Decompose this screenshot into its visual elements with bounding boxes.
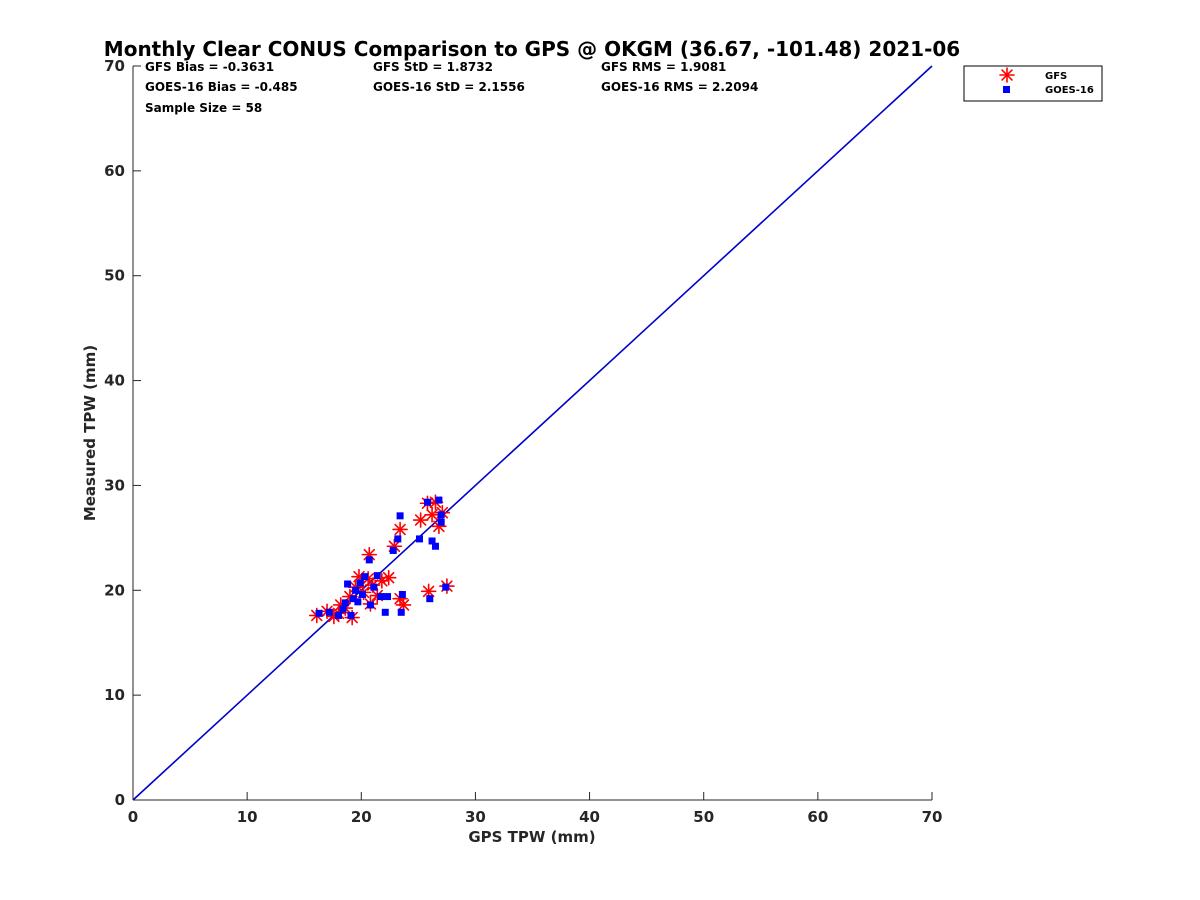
y-tick-label: 10 <box>104 686 125 704</box>
y-axis-label: Measured TPW (mm) <box>81 345 99 521</box>
stat-text: GFS RMS = 1.9081 <box>601 60 726 74</box>
goes16-point <box>365 556 373 564</box>
goes16-series <box>315 496 450 619</box>
gfs-point <box>380 569 397 586</box>
goes16-point <box>435 496 443 504</box>
x-tick-label: 70 <box>922 808 943 826</box>
goes16-point <box>358 590 366 598</box>
goes16-point <box>334 611 342 619</box>
goes16-point <box>437 518 445 526</box>
stat-text: GOES-16 RMS = 2.2094 <box>601 80 758 94</box>
stat-text: GFS Bias = -0.3631 <box>145 60 274 74</box>
goes16-point <box>361 573 369 581</box>
goes16-point <box>341 599 349 607</box>
stat-text: GOES-16 StD = 2.1556 <box>373 80 525 94</box>
goes16-point <box>389 546 397 554</box>
goes16-point <box>366 601 374 609</box>
gfs-point <box>412 512 429 528</box>
stat-text: GFS StD = 1.8732 <box>373 60 493 74</box>
goes16-point <box>397 608 405 616</box>
goes16-point <box>428 537 436 545</box>
goes16-point <box>384 593 392 601</box>
legend-gfs-asterisk <box>999 67 1015 83</box>
goes16-point <box>394 535 402 543</box>
goes16-point <box>347 611 355 619</box>
goes16-point <box>377 593 385 601</box>
goes16-point <box>356 579 364 587</box>
legend-goes16-marker <box>1003 86 1010 93</box>
goes16-point <box>325 608 333 616</box>
gfs-point <box>392 521 408 538</box>
y-tick-label: 50 <box>104 267 125 285</box>
stat-text: Sample Size = 58 <box>145 101 262 115</box>
goes16-point <box>315 609 323 617</box>
y-tick-label: 20 <box>104 581 125 599</box>
y-tick-label: 60 <box>104 162 125 180</box>
y-tick-label: 70 <box>104 57 125 75</box>
goes16-point <box>426 595 434 603</box>
goes16-point <box>431 542 439 550</box>
goes16-point <box>370 583 378 591</box>
x-tick-label: 50 <box>693 808 714 826</box>
goes16-point <box>354 598 362 606</box>
gfs-point <box>424 506 440 523</box>
x-tick-label: 60 <box>807 808 828 826</box>
reference-line-layer <box>132 65 933 801</box>
goes16-point <box>349 595 357 603</box>
x-tick-label: 40 <box>579 808 600 826</box>
axes: 0 10 20 30 40 50 60 70 0 10 20 30 40 50 60 70 <box>104 57 942 826</box>
goes16-point <box>415 535 423 543</box>
chart-title: Monthly Clear CONUS Comparison to GPS @ … <box>104 37 960 61</box>
x-tick-label: 20 <box>351 808 372 826</box>
stat-text: GOES-16 Bias = -0.485 <box>145 80 298 94</box>
legend: GFS GOES-16 <box>963 65 1103 102</box>
legend-gfs-label: GFS <box>1045 71 1067 82</box>
goes16-point <box>339 605 347 613</box>
y-tick-label: 0 <box>115 791 125 809</box>
y-tick-label: 30 <box>104 476 125 494</box>
statistics-box: GFS Bias = -0.3631 GFS StD = 1.8732 GFS RM… <box>145 60 758 115</box>
goes16-point <box>442 583 450 591</box>
legend-box <box>963 65 1103 102</box>
goes16-point <box>396 512 404 520</box>
goes16-point <box>344 580 352 588</box>
goes16-point <box>352 586 360 594</box>
x-tick-label: 10 <box>237 808 258 826</box>
goes16-point <box>381 608 389 616</box>
goes16-point <box>423 498 431 506</box>
goes16-point <box>437 511 445 519</box>
one-to-one-line <box>132 65 933 801</box>
legend-gfs-marker <box>999 67 1015 83</box>
goes16-point <box>373 572 381 580</box>
x-axis-label: GPS TPW (mm) <box>468 828 595 846</box>
goes16-point <box>398 590 406 598</box>
x-tick-label: 30 <box>465 808 486 826</box>
y-tick-label: 40 <box>104 372 125 390</box>
legend-goes16-label: GOES-16 <box>1045 85 1094 96</box>
x-tick-label: 0 <box>128 808 138 826</box>
